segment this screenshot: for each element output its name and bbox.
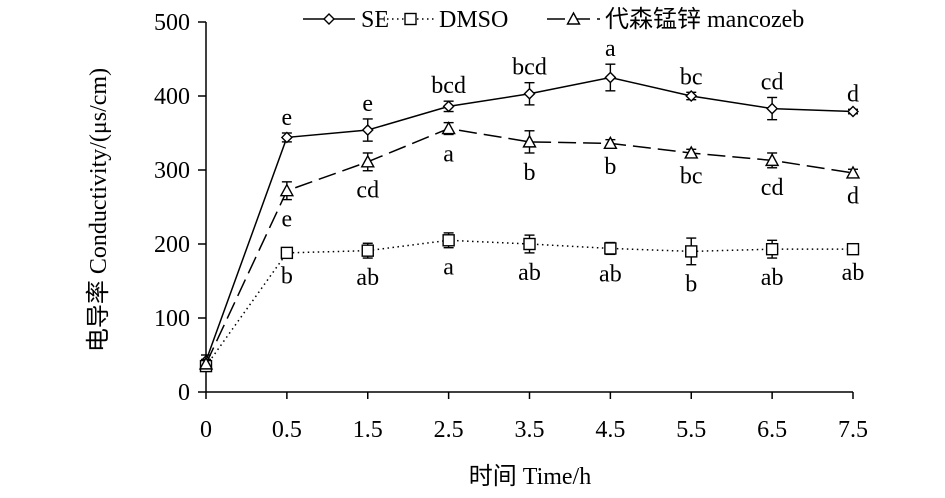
axes: 0 100 200 300 400 500 0 0.5 1.5 2.5 3.5 4.5 5.5 6.5 7.… bbox=[154, 10, 868, 443]
y-axis-title: 电导率 Conductivity/(μs/cm) bbox=[85, 68, 112, 352]
x-tick-label: 4.5 bbox=[595, 417, 625, 443]
data-point bbox=[280, 131, 293, 144]
significance-label: a bbox=[443, 141, 454, 167]
series-1 bbox=[199, 232, 860, 373]
data-point bbox=[361, 124, 374, 137]
significance-label: e bbox=[282, 105, 293, 131]
data-point bbox=[279, 183, 295, 197]
x-tick-label: 2.5 bbox=[434, 417, 464, 443]
x-tick-label: 3.5 bbox=[515, 417, 545, 443]
data-point bbox=[441, 121, 456, 135]
significance-label: b bbox=[685, 272, 697, 298]
data-point bbox=[684, 145, 699, 159]
significance-label: b bbox=[281, 264, 293, 290]
series-2 bbox=[198, 121, 861, 370]
y-tick-label: 500 bbox=[154, 10, 190, 36]
x-tick-label: 6.5 bbox=[757, 417, 787, 443]
significance-label: ab bbox=[518, 260, 541, 286]
x-tick-label: 1.5 bbox=[353, 417, 383, 443]
legend-item-1: DMSO bbox=[387, 7, 508, 33]
significance-label: d bbox=[847, 184, 859, 210]
significance-label: cd bbox=[761, 175, 784, 201]
legend-item-2: 代森锰锌 mancozeb bbox=[547, 6, 804, 33]
y-tick-label: 0 bbox=[178, 380, 190, 406]
data-point bbox=[198, 356, 214, 370]
data-point bbox=[361, 244, 374, 257]
significance-label: bcd bbox=[431, 73, 466, 99]
x-tick-label: 0 bbox=[200, 417, 212, 443]
significance-label: ab bbox=[761, 265, 784, 291]
data-point bbox=[846, 242, 860, 256]
data-point bbox=[523, 87, 536, 100]
y-tick-label: 400 bbox=[154, 84, 190, 110]
x-tick-label: 7.5 bbox=[838, 417, 868, 443]
data-point bbox=[765, 242, 779, 256]
data-point bbox=[764, 152, 780, 167]
y-tick-label: 300 bbox=[154, 158, 190, 184]
legend-label: DMSO bbox=[439, 7, 508, 33]
significance-label: a bbox=[605, 36, 616, 62]
data-point bbox=[845, 165, 861, 179]
significance-label: a bbox=[443, 255, 454, 281]
y-tick-label: 200 bbox=[154, 232, 190, 258]
legend-label: SE bbox=[361, 7, 389, 33]
series-0 bbox=[200, 63, 859, 368]
series-layer bbox=[198, 63, 861, 373]
significance-label: b bbox=[524, 160, 536, 186]
data-point bbox=[360, 154, 375, 168]
data-point bbox=[766, 102, 779, 115]
data-point bbox=[442, 100, 455, 113]
data-point bbox=[604, 242, 617, 255]
significance-label: cd bbox=[761, 69, 784, 95]
significance-label: ab bbox=[599, 261, 622, 287]
significance-label: d bbox=[847, 81, 859, 107]
series-line bbox=[205, 239, 853, 367]
data-point bbox=[604, 71, 617, 84]
series-line bbox=[205, 76, 854, 362]
significance-label: bc bbox=[680, 164, 703, 190]
data-point bbox=[847, 105, 859, 118]
significance-label: bcd bbox=[512, 55, 547, 81]
data-point bbox=[280, 246, 294, 260]
significance-label: ab bbox=[842, 260, 865, 286]
legend-item-0: SE bbox=[303, 7, 389, 33]
significance-label: ab bbox=[356, 265, 379, 291]
x-tick-label: 5.5 bbox=[676, 417, 706, 443]
data-point bbox=[523, 237, 536, 251]
y-tick-label: 100 bbox=[154, 306, 190, 332]
significance-label: e bbox=[282, 207, 293, 233]
significance-label: e bbox=[362, 91, 373, 117]
data-point bbox=[522, 134, 537, 148]
data-point bbox=[685, 90, 698, 102]
legend-marker bbox=[323, 13, 335, 25]
significance-label: bc bbox=[680, 64, 703, 90]
legend: SE DMSO 代森锰锌 mancozeb bbox=[303, 6, 804, 33]
series-line bbox=[205, 127, 854, 365]
significance-label: b bbox=[604, 154, 616, 180]
data-point bbox=[442, 234, 455, 247]
legend-marker bbox=[566, 11, 581, 25]
significance-label: cd bbox=[356, 178, 379, 204]
data-point bbox=[603, 135, 618, 150]
x-tick-label: 0.5 bbox=[272, 417, 302, 443]
legend-marker bbox=[404, 12, 417, 26]
x-axis-title: 时间 Time/h bbox=[469, 463, 591, 490]
legend-label: 代森锰锌 mancozeb bbox=[605, 6, 804, 33]
data-point bbox=[685, 245, 698, 258]
